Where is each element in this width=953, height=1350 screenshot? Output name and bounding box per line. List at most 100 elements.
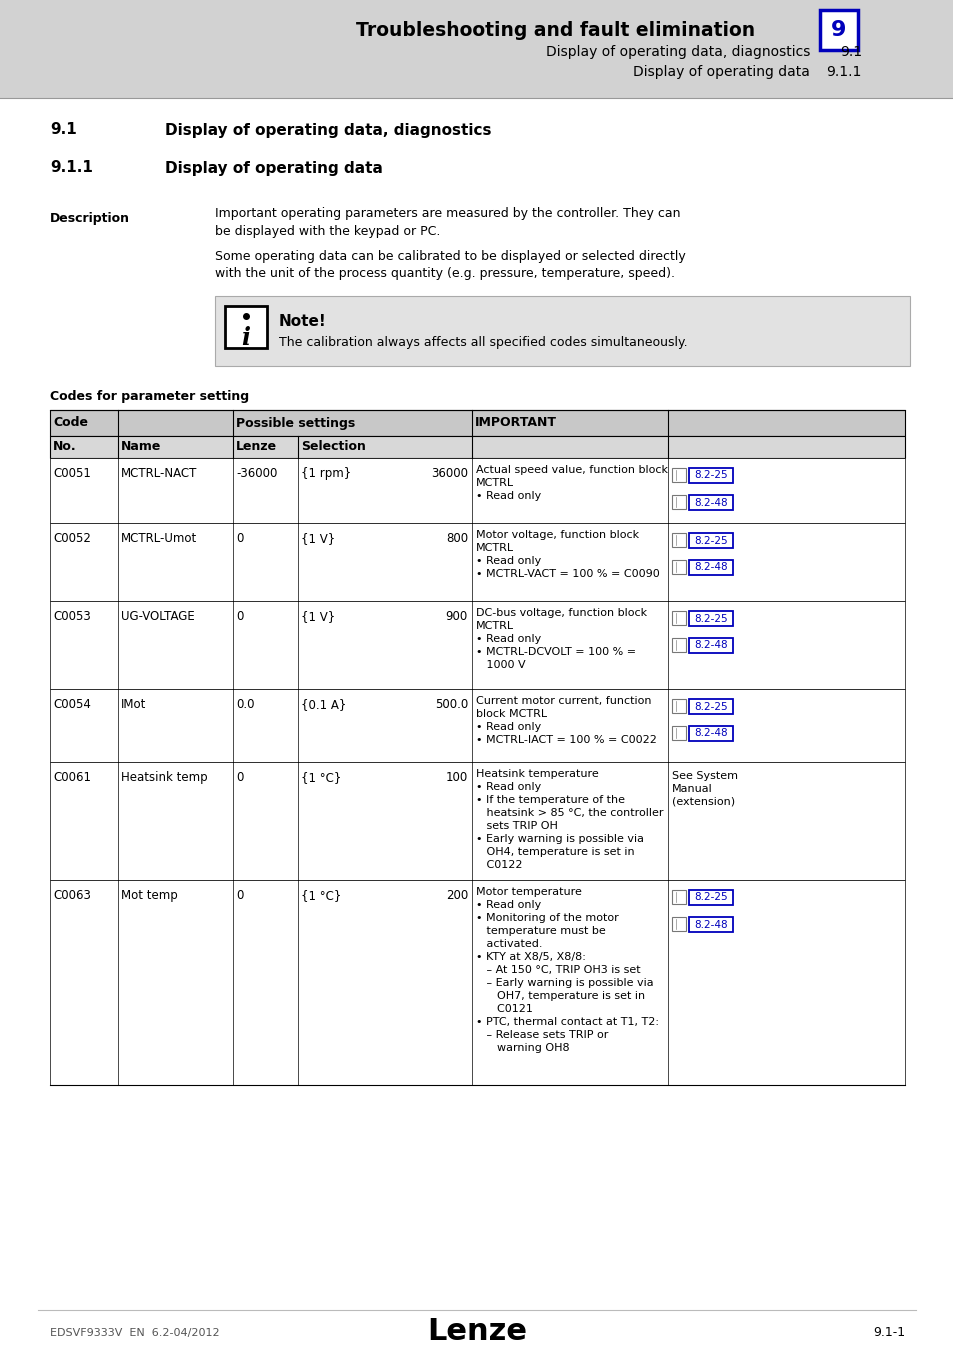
Text: C0061: C0061 xyxy=(53,771,91,784)
Text: 0: 0 xyxy=(235,890,243,902)
Bar xyxy=(671,468,685,482)
Text: Lenze: Lenze xyxy=(235,440,276,454)
Bar xyxy=(671,890,685,905)
Text: C0051: C0051 xyxy=(53,467,91,481)
Text: {1 V}: {1 V} xyxy=(301,532,335,545)
Bar xyxy=(214,296,909,366)
Text: 0.0: 0.0 xyxy=(235,698,254,711)
Text: Display of operating data: Display of operating data xyxy=(165,161,382,176)
Bar xyxy=(671,612,685,625)
Text: Important operating parameters are measured by the controller. They can
be displ: Important operating parameters are measu… xyxy=(214,207,679,238)
Text: Code: Code xyxy=(53,417,88,429)
Bar xyxy=(671,639,685,652)
Text: DC-bus voltage, function block
MCTRL
• Read only
• MCTRL-DCVOLT = 100 % =
   100: DC-bus voltage, function block MCTRL • R… xyxy=(476,608,646,670)
Text: 100: 100 xyxy=(445,771,468,784)
Bar xyxy=(671,917,685,932)
Bar xyxy=(688,699,732,714)
Text: Heatsink temp: Heatsink temp xyxy=(121,771,208,784)
Bar xyxy=(688,639,732,653)
Text: See System
Manual
(extension): See System Manual (extension) xyxy=(671,771,738,806)
Bar xyxy=(50,436,904,458)
Bar xyxy=(671,495,685,509)
Bar xyxy=(0,0,953,99)
Text: Display of operating data, diagnostics: Display of operating data, diagnostics xyxy=(545,45,809,59)
Bar xyxy=(671,726,685,740)
Bar xyxy=(688,468,732,483)
Bar xyxy=(671,699,685,713)
Text: -36000: -36000 xyxy=(235,467,277,481)
Text: {1 °C}: {1 °C} xyxy=(301,771,341,784)
Text: 8.2-25: 8.2-25 xyxy=(694,613,727,624)
Bar xyxy=(820,9,857,50)
Bar xyxy=(50,688,904,761)
Text: i: i xyxy=(241,325,251,350)
Text: 0: 0 xyxy=(235,771,243,784)
Text: No.: No. xyxy=(53,440,76,454)
Text: Codes for parameter setting: Codes for parameter setting xyxy=(50,390,249,404)
Text: 0: 0 xyxy=(235,610,243,622)
Bar xyxy=(50,601,904,688)
Bar xyxy=(688,495,732,510)
Bar xyxy=(671,560,685,574)
Text: 8.2-48: 8.2-48 xyxy=(694,498,727,508)
Text: Actual speed value, function block
MCTRL
• Read only: Actual speed value, function block MCTRL… xyxy=(476,464,667,501)
Text: 8.2-48: 8.2-48 xyxy=(694,563,727,572)
Text: 900: 900 xyxy=(445,610,468,622)
Bar xyxy=(671,533,685,547)
Text: MCTRL-NACT: MCTRL-NACT xyxy=(121,467,197,481)
Text: IMPORTANT: IMPORTANT xyxy=(475,417,557,429)
Text: Display of operating data: Display of operating data xyxy=(633,65,809,80)
Text: 8.2-48: 8.2-48 xyxy=(694,919,727,930)
Bar xyxy=(50,880,904,1085)
Text: 9.1.1: 9.1.1 xyxy=(50,161,92,176)
Text: Motor temperature
• Read only
• Monitoring of the motor
   temperature must be
 : Motor temperature • Read only • Monitori… xyxy=(476,887,659,1053)
Text: 800: 800 xyxy=(445,532,468,545)
Text: {1 rpm}: {1 rpm} xyxy=(301,467,351,481)
Bar xyxy=(50,761,904,880)
Text: Troubleshooting and fault elimination: Troubleshooting and fault elimination xyxy=(355,20,754,39)
Text: 500.0: 500.0 xyxy=(435,698,468,711)
Text: Selection: Selection xyxy=(301,440,366,454)
Text: C0054: C0054 xyxy=(53,698,91,711)
Text: 200: 200 xyxy=(445,890,468,902)
Text: {1 V}: {1 V} xyxy=(301,610,335,622)
Text: 8.2-25: 8.2-25 xyxy=(694,892,727,903)
Text: Note!: Note! xyxy=(278,315,327,329)
Bar xyxy=(688,533,732,548)
Text: 36000: 36000 xyxy=(431,467,468,481)
Text: The calibration always affects all specified codes simultaneously.: The calibration always affects all speci… xyxy=(278,336,687,350)
Text: Description: Description xyxy=(50,212,130,225)
Text: 9.1-1: 9.1-1 xyxy=(872,1327,904,1339)
Text: UG-VOLTAGE: UG-VOLTAGE xyxy=(121,610,194,622)
Text: EDSVF9333V  EN  6.2-04/2012: EDSVF9333V EN 6.2-04/2012 xyxy=(50,1328,219,1338)
Text: 0: 0 xyxy=(235,532,243,545)
Text: MCTRL-Umot: MCTRL-Umot xyxy=(121,532,197,545)
Text: {0.1 A}: {0.1 A} xyxy=(301,698,346,711)
Text: 8.2-48: 8.2-48 xyxy=(694,729,727,738)
Text: Heatsink temperature
• Read only
• If the temperature of the
   heatsink > 85 °C: Heatsink temperature • Read only • If th… xyxy=(476,769,662,871)
Text: Mot temp: Mot temp xyxy=(121,890,177,902)
Text: Current motor current, function
block MCTRL
• Read only
• MCTRL-IACT = 100 % = C: Current motor current, function block MC… xyxy=(476,697,657,745)
Text: 9.1: 9.1 xyxy=(50,123,76,138)
Text: Possible settings: Possible settings xyxy=(235,417,355,429)
Text: 9.1.1: 9.1.1 xyxy=(825,65,862,80)
Bar xyxy=(688,612,732,626)
Text: IMot: IMot xyxy=(121,698,146,711)
Text: 8.2-48: 8.2-48 xyxy=(694,640,727,651)
Text: C0053: C0053 xyxy=(53,610,91,622)
Text: 8.2-25: 8.2-25 xyxy=(694,471,727,481)
Bar xyxy=(50,410,904,436)
Text: Display of operating data, diagnostics: Display of operating data, diagnostics xyxy=(165,123,491,138)
Text: {1 °C}: {1 °C} xyxy=(301,890,341,902)
Text: C0052: C0052 xyxy=(53,532,91,545)
Text: 9.1: 9.1 xyxy=(839,45,862,59)
Text: 8.2-25: 8.2-25 xyxy=(694,536,727,545)
Text: Some operating data can be calibrated to be displayed or selected directly
with : Some operating data can be calibrated to… xyxy=(214,250,685,281)
Text: Motor voltage, function block
MCTRL
• Read only
• MCTRL-VACT = 100 % = C0090: Motor voltage, function block MCTRL • Re… xyxy=(476,531,659,579)
Bar xyxy=(225,306,267,348)
Bar xyxy=(688,917,732,932)
Bar xyxy=(50,458,904,522)
Bar xyxy=(688,890,732,905)
Bar xyxy=(688,726,732,741)
Text: C0063: C0063 xyxy=(53,890,91,902)
